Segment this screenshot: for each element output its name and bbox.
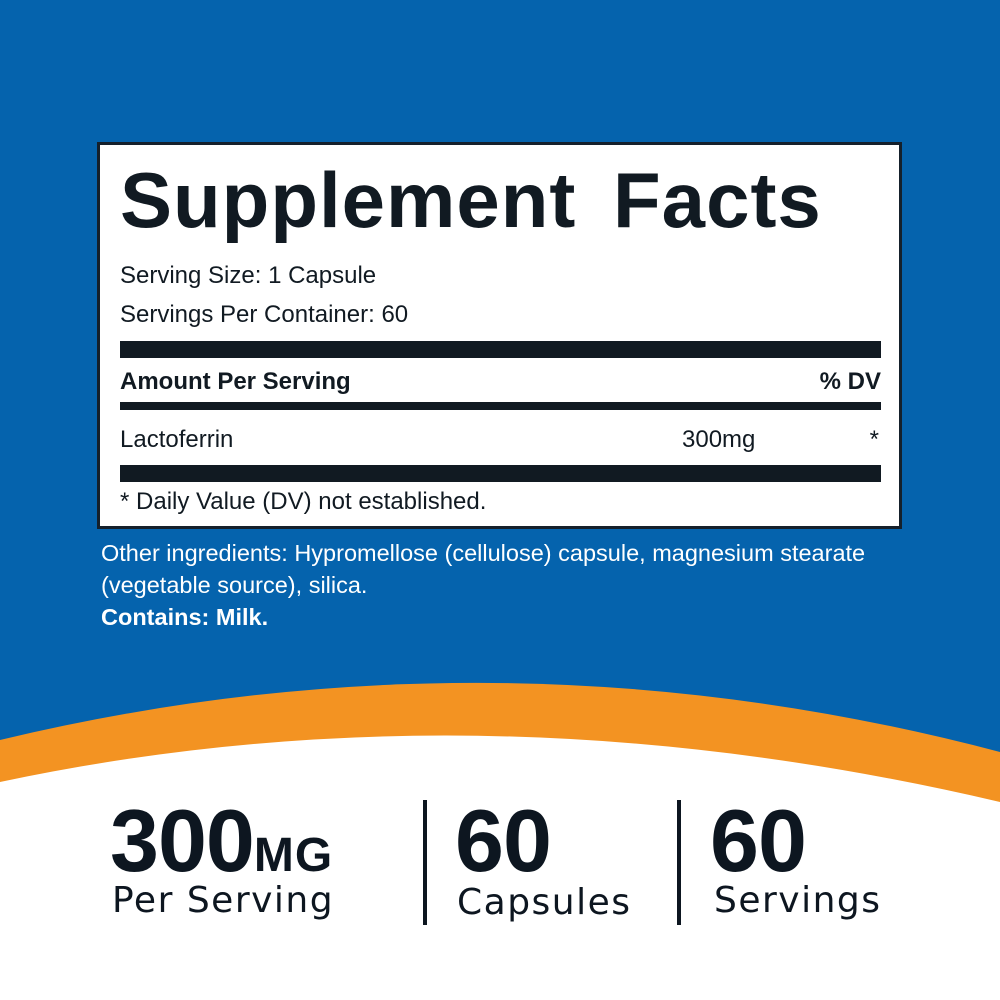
- thick-divider: [120, 341, 881, 358]
- stat-per-serving-label: Per Serving: [112, 880, 335, 921]
- stat-servings-label: Servings: [714, 880, 882, 921]
- serving-size: Serving Size: 1 Capsule: [120, 262, 377, 289]
- stat-per-serving-value: 300MG: [110, 790, 333, 892]
- ingredient-dv: *: [869, 426, 879, 453]
- facts-title: Supplement Facts: [120, 156, 822, 244]
- thick-divider-bottom: [120, 465, 881, 482]
- supplement-facts-panel: Supplement Facts Serving Size: 1 Capsule…: [97, 142, 902, 529]
- other-ingredients-text: Other ingredients: Hypromellose (cellulo…: [101, 540, 866, 598]
- stat-capsules-value: 60: [455, 791, 552, 890]
- servings-per-container: Servings Per Container: 60: [120, 301, 409, 328]
- stat-divider: [677, 800, 681, 925]
- stat-unit: MG: [253, 829, 334, 882]
- stat-divider: [423, 800, 427, 925]
- stat-value: 300: [110, 791, 255, 890]
- white-wave: [0, 735, 1000, 1000]
- allergen-contains: Contains: Milk.: [101, 604, 269, 630]
- medium-divider: [120, 402, 881, 410]
- amount-per-serving-header: Amount Per Serving: [120, 368, 351, 395]
- dv-header: % DV: [819, 368, 881, 395]
- ingredient-amount: 300mg: [682, 426, 756, 453]
- stat-servings-value: 60: [710, 791, 807, 890]
- ingredient-name: Lactoferrin: [120, 426, 234, 453]
- other-ingredients: Other ingredients: Hypromellose (cellulo…: [101, 537, 881, 633]
- footnote: * Daily Value (DV) not established.: [120, 488, 487, 515]
- stat-capsules-label: Capsules: [457, 882, 632, 923]
